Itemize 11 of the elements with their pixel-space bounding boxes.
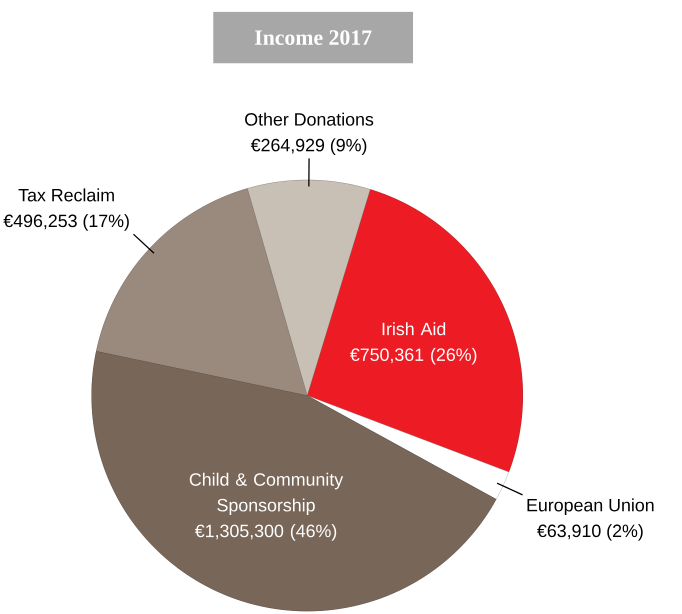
slice-label: European Union [528, 498, 654, 515]
chart-title: Income 2017 [254, 30, 372, 45]
slice-label: Tax Reclaim [18, 188, 114, 202]
data-label: €496,253 (17%) [3, 214, 129, 231]
data-label: €63,910 (2%) [537, 524, 643, 541]
slice-label: Child & Community Sponsorship [190, 472, 344, 515]
data-label: €1,305,300 (46%) [194, 524, 336, 541]
slice-label: Other Donations [245, 112, 374, 126]
slice-label: Irish Aid [382, 322, 446, 336]
data-label: €750,361 (26%) [350, 348, 476, 364]
data-label: €264,929 (9%) [250, 138, 366, 155]
